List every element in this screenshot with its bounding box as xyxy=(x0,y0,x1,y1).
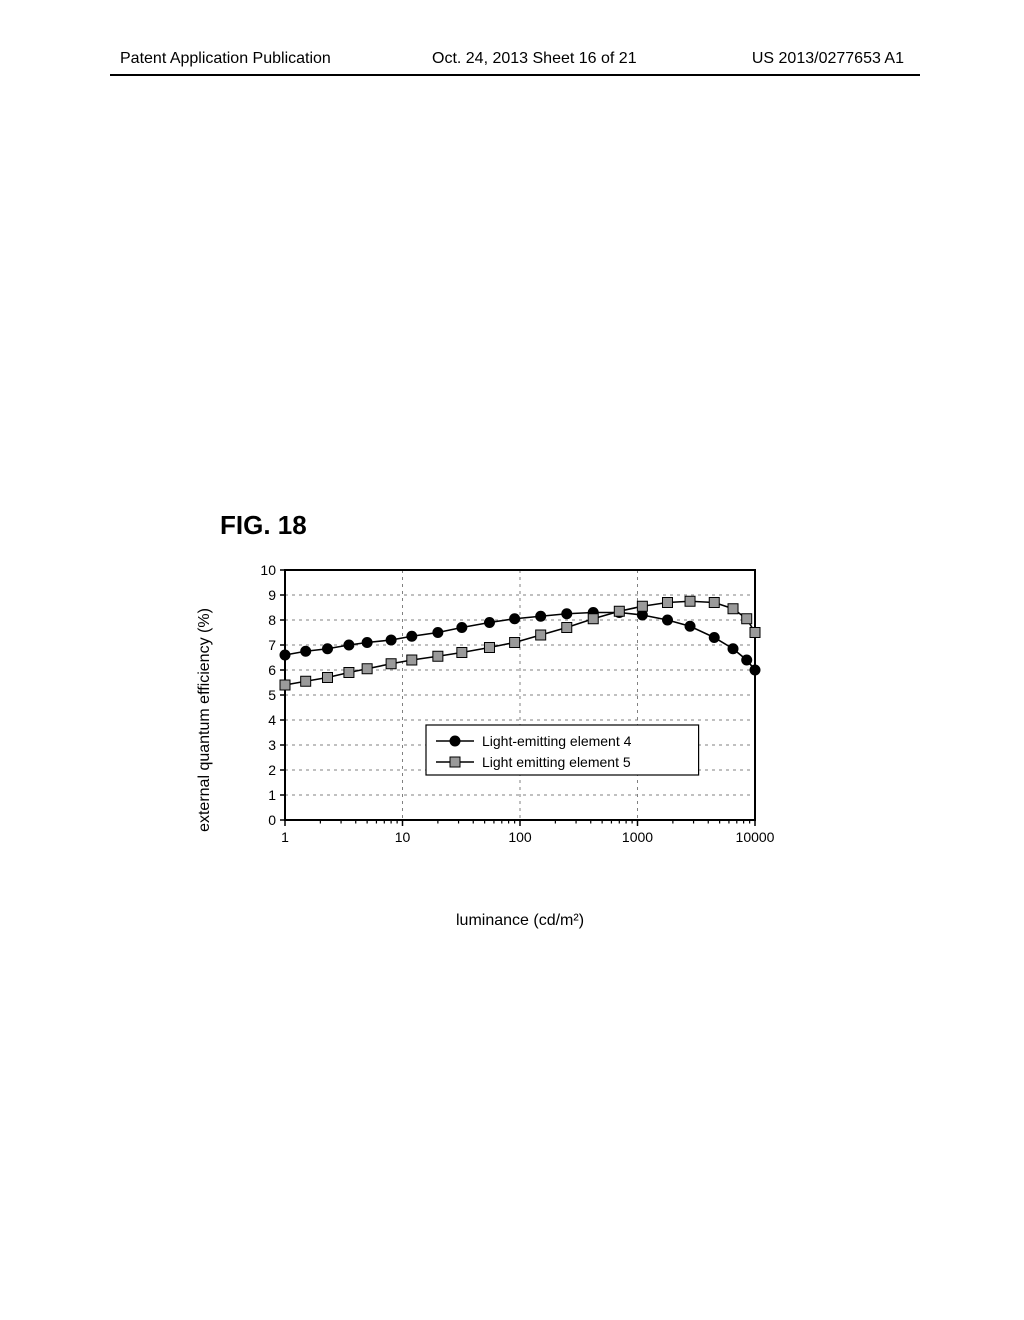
svg-text:8: 8 xyxy=(268,612,276,628)
svg-text:6: 6 xyxy=(268,662,276,678)
svg-text:9: 9 xyxy=(268,587,276,603)
figure-label: FIG. 18 xyxy=(220,510,307,541)
header-right: US 2013/0277653 A1 xyxy=(752,50,904,68)
svg-text:5: 5 xyxy=(268,687,276,703)
svg-text:10: 10 xyxy=(395,829,411,845)
svg-text:Light emitting element 5: Light emitting element 5 xyxy=(482,754,631,770)
header-center: Oct. 24, 2013 Sheet 16 of 21 xyxy=(432,50,637,68)
y-axis-label: external quantum efficiency (%) xyxy=(196,608,214,832)
svg-text:1000: 1000 xyxy=(622,829,653,845)
svg-text:10000: 10000 xyxy=(736,829,775,845)
efficiency-chart: 012345678910110100100010000Light-emittin… xyxy=(235,560,805,860)
svg-text:10: 10 xyxy=(260,562,276,578)
header-left: Patent Application Publication xyxy=(120,50,331,68)
svg-text:1: 1 xyxy=(268,787,276,803)
svg-text:3: 3 xyxy=(268,737,276,753)
x-axis-label: luminance (cd/m²) xyxy=(456,912,584,930)
svg-text:2: 2 xyxy=(268,762,276,778)
svg-text:0: 0 xyxy=(268,812,276,828)
header-rule xyxy=(110,74,920,76)
svg-text:100: 100 xyxy=(508,829,532,845)
svg-text:4: 4 xyxy=(268,712,276,728)
svg-text:1: 1 xyxy=(281,829,289,845)
chart-container: external quantum efficiency (%) 01234567… xyxy=(235,560,805,880)
svg-text:Light-emitting element 4: Light-emitting element 4 xyxy=(482,733,632,749)
svg-text:7: 7 xyxy=(268,637,276,653)
